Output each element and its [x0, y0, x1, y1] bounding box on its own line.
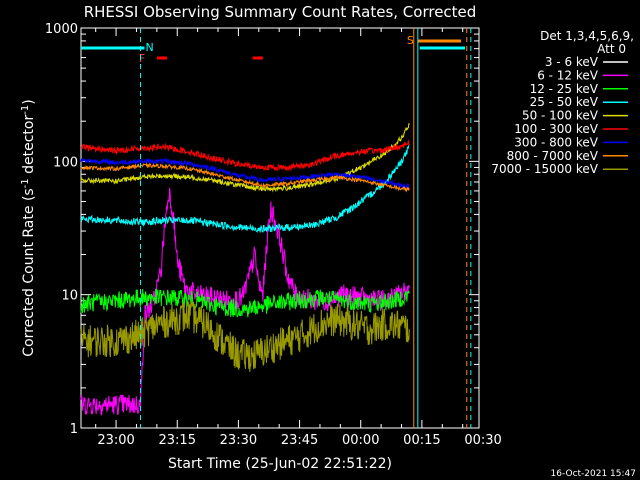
- marker-layer: NF S: [81, 28, 472, 428]
- x-tick-label: 00:00: [342, 433, 379, 448]
- plot-area: [80, 27, 480, 429]
- series-line-1: [80, 187, 410, 416]
- marker-n-label: N: [146, 41, 154, 54]
- x-tick-label: 00:15: [403, 433, 440, 448]
- legend-label: 800 - 7000 keV: [507, 149, 599, 163]
- y-tick-label: 1: [70, 422, 78, 437]
- y-axis-label: Corrected Count Rate (s-1 detector-1): [20, 99, 37, 356]
- legend-label: 50 - 100 keV: [522, 109, 599, 123]
- chart-title: RHESSI Observing Summary Count Rates, Co…: [84, 3, 477, 21]
- legend-header-detectors: Det 1,3,4,5,6,9,: [540, 29, 634, 43]
- axis-ticks: 23:00 23:15 23:30 23:45 00:00 00:15 00:30 1 10 10…: [45, 22, 502, 448]
- legend-label: 7000 - 15000 keV: [491, 162, 598, 176]
- series-line-5: [80, 140, 410, 172]
- footer-timestamp: 16-Oct-2021 15:47: [551, 469, 636, 479]
- marker-s-label: S: [407, 34, 414, 47]
- legend-label: 300 - 800 keV: [514, 135, 598, 149]
- legend-header-attenuator: Att 0: [597, 42, 626, 56]
- legend-label: 6 - 12 keV: [537, 68, 599, 82]
- plot-frame: [80, 27, 480, 429]
- legend-label: 3 - 6 keV: [545, 55, 599, 69]
- x-tick-label: 00:30: [464, 433, 501, 448]
- series-line-8: [80, 299, 410, 372]
- x-tick-label: 23:15: [159, 433, 196, 448]
- legend-label: 12 - 25 keV: [530, 82, 599, 96]
- series-layer: [80, 123, 411, 421]
- y-tick-label: 1000: [45, 22, 78, 37]
- legend-label: 100 - 300 keV: [514, 122, 598, 136]
- legend-label: 25 - 50 keV: [530, 95, 599, 109]
- series-line-3: [80, 143, 410, 233]
- y-tick-label: 10: [61, 289, 78, 304]
- series-line-6: [80, 157, 410, 191]
- series-line-2: [80, 288, 410, 318]
- series-line-4: [80, 123, 410, 193]
- x-axis-label: Start Time (25-Jun-02 22:51:22): [168, 456, 392, 472]
- x-tick-label: 23:00: [97, 433, 134, 448]
- y-tick-label: 100: [53, 155, 78, 170]
- x-tick-label: 23:30: [220, 433, 257, 448]
- series-line-7: [80, 162, 410, 193]
- x-tick-label: 23:45: [281, 433, 318, 448]
- marker-f-label: F: [139, 52, 145, 65]
